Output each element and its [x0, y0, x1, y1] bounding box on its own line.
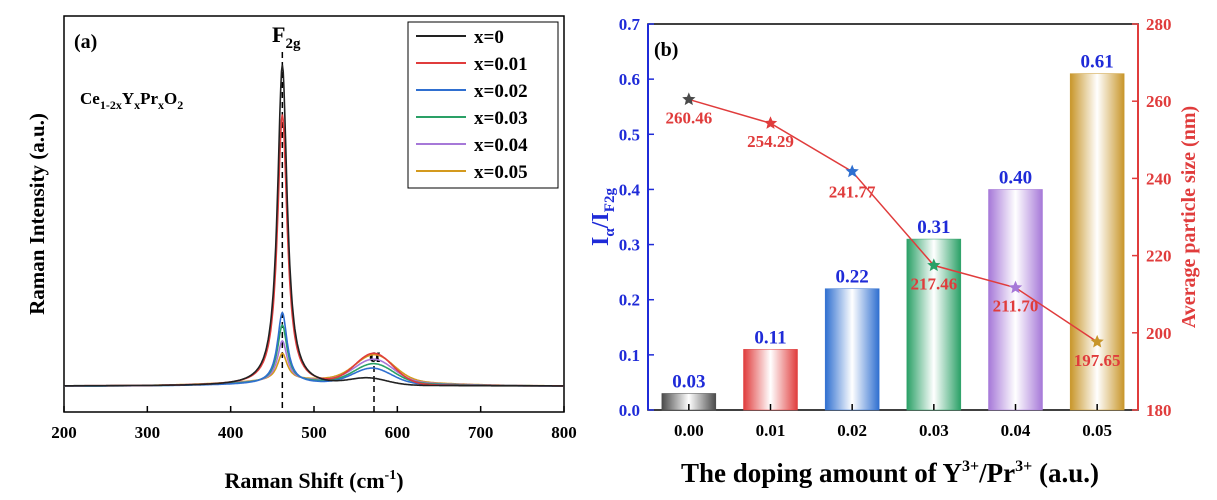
bar-0.01	[743, 349, 798, 411]
star-marker	[845, 164, 859, 178]
x-tick-label-a: 800	[551, 423, 577, 442]
y-tick-label-left: 0.6	[619, 70, 640, 89]
x-tick-label-a: 500	[301, 423, 327, 442]
left-axis-ticks: 0.0 0.1 0.2 0.3 0.4 0.5 0.6 0.7	[619, 15, 654, 420]
y-tick-label-left: 0.1	[619, 346, 640, 365]
y-tick-label-left: 0.0	[619, 401, 640, 420]
panel-b-label: (b)	[654, 39, 678, 61]
panel-a-label: (a)	[74, 31, 97, 53]
x-tick-label-b: 0.05	[1082, 421, 1112, 440]
legend-entry: x=0	[474, 27, 504, 48]
x-tick-label-a: 700	[468, 423, 494, 442]
x-tick-label-a: 300	[135, 423, 161, 442]
y-tick-label-left: 0.4	[619, 180, 641, 199]
x-tick-label-a: 200	[51, 423, 77, 442]
legend-entry: x=0.01	[474, 54, 528, 75]
y-tick-label-left: 0.5	[619, 125, 640, 144]
x-tick-label-a: 600	[385, 423, 411, 442]
right-axis-ticks: 180 200 220 240 260 280	[1132, 15, 1172, 420]
x-tick-label-b: 0.04	[1001, 421, 1031, 440]
star-marker	[1008, 280, 1023, 294]
plot-b-frame	[647, 23, 1139, 411]
y-axis-label-right: Average particle size (nm)	[1178, 106, 1200, 328]
y-tick-label-right: 220	[1146, 247, 1172, 266]
y-tick-label-right: 260	[1146, 92, 1172, 111]
alpha-peak-label: α	[369, 345, 380, 367]
y-tick-label-left: 0.3	[619, 236, 640, 255]
particle-size-polyline	[688, 98, 1098, 343]
y-tick-label-right: 280	[1146, 15, 1172, 34]
bars: 0.03 0.11 0.22 0.31 0.40 0.61	[661, 52, 1125, 411]
bar-value-label: 0.40	[999, 167, 1032, 188]
x-tick-label-b: 0.02	[837, 421, 867, 440]
x-tick-label-a: 400	[218, 423, 244, 442]
legend-entry: x=0.03	[474, 108, 528, 129]
particle-size-label: 197.65	[1074, 351, 1121, 370]
raman-spectra-panel: (a) Ce1-2xYxPrxO2 F2g α 200 300 400 500 600 7…	[25, 15, 577, 493]
doping-bar-panel: (b) 0.03 0.11 0.22 0.31 0.40 0.61 260.46 254.2…	[588, 15, 1200, 488]
series-line-0	[64, 64, 564, 387]
bar-value-label: 0.61	[1081, 52, 1114, 73]
y-tick-label-right: 180	[1146, 401, 1172, 420]
particle-size-label: 241.77	[829, 183, 876, 202]
x-tick-label-b: 0.03	[919, 421, 949, 440]
bar-value-label: 0.31	[917, 217, 950, 238]
y-axis-label-a: Raman Intensity (a.u.)	[25, 113, 49, 315]
y-tick-label-right: 240	[1146, 169, 1172, 188]
y-tick-label-right: 200	[1146, 324, 1172, 343]
y-axis-label-left: Iα/IF2g	[588, 188, 618, 246]
x-axis-label-a: Raman Shift (cm-1)	[224, 468, 403, 493]
particle-size-label: 254.29	[747, 132, 794, 151]
particle-size-label: 217.46	[910, 274, 957, 293]
bar-0.02	[824, 288, 880, 411]
f2g-peak-label: F2g	[272, 22, 301, 52]
legend-entry: x=0.04	[474, 135, 528, 156]
bar-value-label: 0.11	[754, 327, 786, 348]
particle-size-line: 260.46 254.29 241.77 217.46 211.70 197.65	[665, 92, 1121, 370]
composition-annotation: Ce1-2xYxPrxO2	[80, 89, 183, 112]
bar-0.05	[1069, 73, 1125, 411]
y-tick-label-left: 0.2	[619, 291, 640, 310]
x-axis-label-b: The doping amount of Y3+/Pr3+ (a.u.)	[681, 458, 1099, 488]
particle-size-label: 260.46	[665, 108, 712, 127]
legend-entry: x=0.05	[474, 162, 528, 183]
star-marker	[682, 92, 696, 106]
star-marker	[763, 116, 778, 129]
particle-size-label: 211.70	[993, 297, 1039, 316]
spectra-lines	[64, 64, 564, 387]
star-marker	[927, 258, 941, 272]
legend-entry: x=0.02	[474, 81, 528, 102]
peak-guides	[281, 52, 375, 412]
x-axis-ticks-b: 0.00 0.01 0.02 0.03 0.04 0.05	[674, 404, 1112, 440]
x-tick-label-b: 0.01	[756, 421, 786, 440]
bar-value-label: 0.03	[672, 371, 705, 392]
series-line-4	[64, 339, 564, 387]
series-line-3	[64, 323, 564, 387]
bar-value-label: 0.22	[836, 267, 869, 288]
legend-box	[407, 21, 559, 189]
x-tick-label-b: 0.00	[674, 421, 704, 440]
y-tick-label-left: 0.7	[619, 15, 641, 34]
legend-a: x=0 x=0.01 x=0.02 x=0.03 x=0.04 x=0.05	[407, 21, 559, 189]
star-marker	[1090, 334, 1104, 348]
x-axis-ticks-a: 200 300 400 500 600 700 800	[51, 406, 577, 442]
